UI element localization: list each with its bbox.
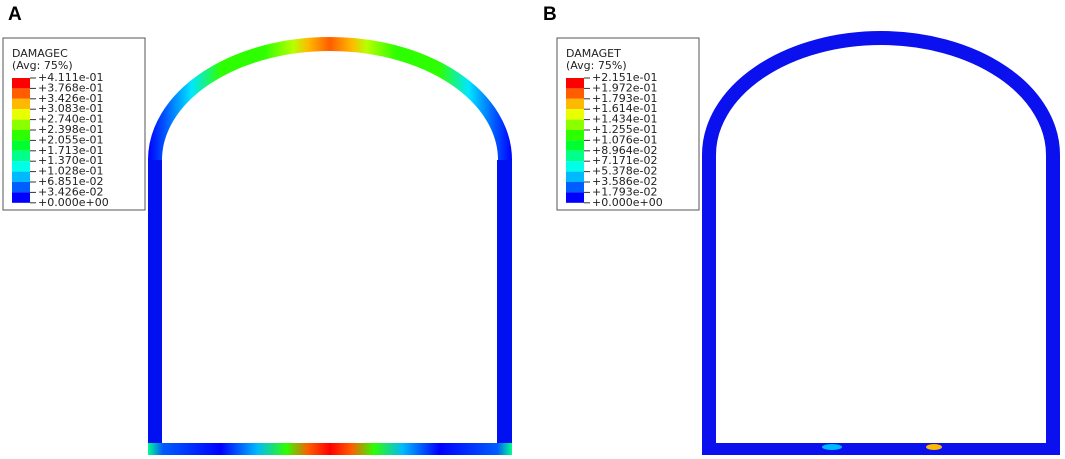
legend-title: DAMAGET (566, 47, 621, 60)
legend-label: +1.614e-01 (592, 102, 657, 115)
right-wall (1046, 155, 1060, 455)
legend-label: +1.255e-01 (592, 123, 657, 136)
legend-label: +3.586e-02 (592, 175, 657, 188)
legend-label: +1.028e-01 (38, 165, 103, 178)
legend-label: +0.000e+00 (592, 196, 663, 209)
legend-label: +1.793e-02 (592, 185, 657, 198)
damage-spot (926, 444, 942, 450)
damage-spot (822, 444, 842, 450)
legend-swatch (566, 88, 584, 99)
legend-label: +1.076e-01 (592, 133, 657, 146)
legend-swatch (566, 119, 584, 130)
legend-label: +1.972e-01 (592, 81, 657, 94)
legend-swatch (566, 171, 584, 182)
right-wall (497, 160, 512, 455)
legend-swatch (12, 171, 30, 182)
legend-swatch (566, 98, 584, 110)
legend-swatch (12, 150, 30, 162)
legend-swatch (12, 130, 30, 141)
legend-subtitle: (Avg: 75%) (566, 59, 627, 72)
legend-label: +3.768e-01 (38, 81, 103, 94)
legend-title: DAMAGEC (12, 47, 68, 60)
legend-swatch (12, 78, 30, 89)
legend-swatch (566, 78, 584, 89)
tunnel-b (702, 31, 1060, 455)
legend-label: +1.713e-01 (38, 144, 103, 157)
legend-subtitle: (Avg: 75%) (12, 59, 73, 72)
arch (702, 31, 1060, 156)
legend-label: +2.151e-01 (592, 71, 657, 84)
legend-swatch (566, 161, 584, 172)
legend-swatch (12, 88, 30, 99)
legend-label: +6.851e-02 (38, 175, 103, 188)
legend-swatch (566, 130, 584, 141)
invert (702, 443, 1060, 455)
legend-label: +3.426e-02 (38, 185, 103, 198)
left-wall (148, 160, 162, 455)
legend-swatch (12, 109, 30, 120)
tunnel-a (148, 37, 512, 455)
legend-swatch (12, 140, 30, 151)
legend-label: +2.740e-01 (38, 113, 103, 126)
legend-label: +2.398e-01 (38, 123, 103, 136)
panel-label: B (543, 4, 557, 25)
legend-swatch (566, 182, 584, 193)
invert (148, 443, 512, 455)
panel-label: A (8, 4, 22, 25)
legend-label: +1.793e-01 (592, 92, 657, 105)
legend-label: +4.111e-01 (38, 71, 103, 84)
legend-swatch (12, 182, 30, 193)
legend-label: +8.964e-02 (592, 144, 657, 157)
legend-swatch (566, 109, 584, 120)
legend-swatch (566, 192, 584, 203)
legend-label: +2.055e-01 (38, 133, 103, 146)
legend-label: +3.426e-01 (38, 92, 103, 105)
legend-label: +1.434e-01 (592, 113, 657, 126)
legend-label: +3.083e-01 (38, 102, 103, 115)
legend-swatch (566, 140, 584, 151)
legend-swatch (12, 192, 30, 203)
arch (148, 37, 512, 161)
legend-label: +7.171e-02 (592, 154, 657, 167)
legend-label: +0.000e+00 (38, 196, 109, 209)
legend-label: +5.378e-02 (592, 165, 657, 178)
left-wall (702, 155, 716, 455)
legend-swatch (12, 98, 30, 110)
legend-swatch (12, 161, 30, 172)
legend-swatch (12, 119, 30, 130)
legend-swatch (566, 150, 584, 162)
legend-label: +1.370e-01 (38, 154, 103, 167)
